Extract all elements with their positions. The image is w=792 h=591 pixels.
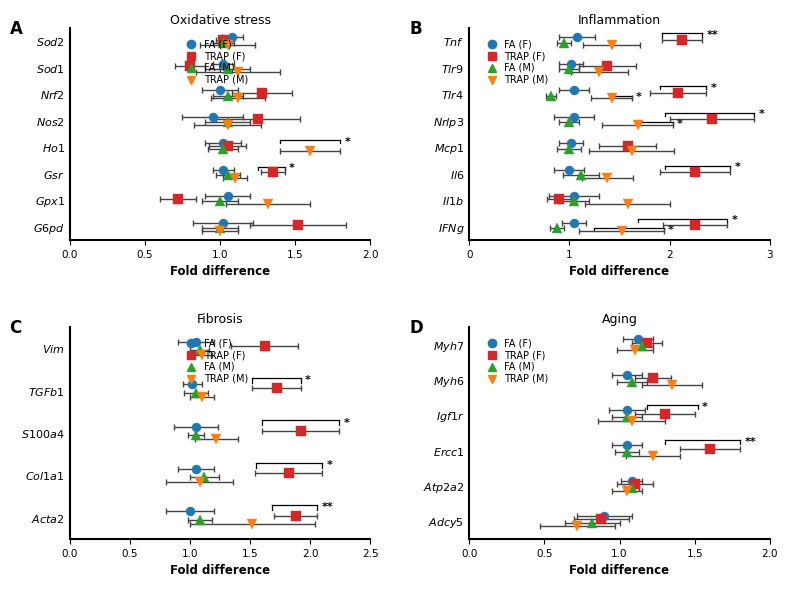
Text: *: *	[731, 215, 737, 225]
Text: *: *	[327, 460, 333, 470]
Legend: FA (F), TRAP (F), FA (M), TRAP (M): FA (F), TRAP (F), FA (M), TRAP (M)	[480, 37, 550, 87]
Title: Oxidative stress: Oxidative stress	[169, 14, 271, 27]
Title: Fibrosis: Fibrosis	[196, 313, 243, 326]
Legend: FA (F), TRAP (F), FA (M), TRAP (M): FA (F), TRAP (F), FA (M), TRAP (M)	[180, 336, 250, 386]
Text: **: **	[744, 437, 756, 447]
Text: D: D	[409, 319, 423, 336]
X-axis label: Fold difference: Fold difference	[569, 564, 669, 577]
Text: *: *	[703, 402, 708, 412]
Text: A: A	[10, 20, 22, 38]
X-axis label: Fold difference: Fold difference	[170, 564, 270, 577]
Text: *: *	[305, 375, 311, 385]
Text: *: *	[677, 119, 683, 129]
Text: *: *	[345, 137, 351, 147]
Legend: FA (F), TRAP (F), FA (M), TRAP (M): FA (F), TRAP (F), FA (M), TRAP (M)	[180, 37, 250, 87]
Title: Inflammation: Inflammation	[578, 14, 661, 27]
Legend: FA (F), TRAP (F), FA (M), TRAP (M): FA (F), TRAP (F), FA (M), TRAP (M)	[480, 336, 550, 386]
Title: Aging: Aging	[602, 313, 638, 326]
Text: **: **	[322, 502, 333, 512]
Text: *: *	[668, 225, 674, 235]
Text: *: *	[289, 163, 295, 173]
Text: *: *	[734, 163, 741, 173]
Text: *: *	[710, 83, 716, 93]
X-axis label: Fold difference: Fold difference	[569, 265, 669, 278]
Text: *: *	[636, 92, 642, 102]
Text: *: *	[344, 418, 349, 428]
Text: *: *	[758, 109, 764, 119]
Text: B: B	[409, 20, 421, 38]
Text: C: C	[10, 319, 22, 336]
Text: **: **	[706, 30, 718, 40]
X-axis label: Fold difference: Fold difference	[170, 265, 270, 278]
